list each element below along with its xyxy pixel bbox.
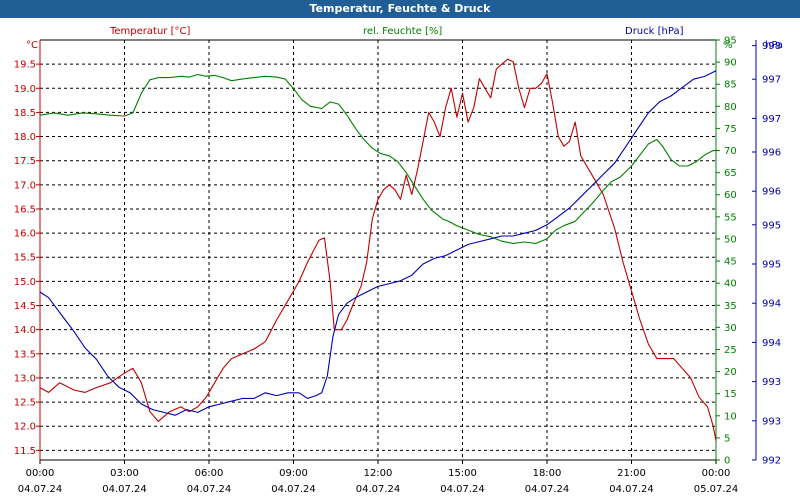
- temperature-tick-label: 17.0: [14, 180, 36, 191]
- x-tick-time: 06:00: [195, 468, 224, 479]
- humidity-tick-label: 15: [724, 389, 737, 400]
- humidity-tick-label: 10: [724, 411, 737, 422]
- pressure-tick-label: 997: [762, 75, 781, 86]
- humidity-line: [39, 73, 716, 244]
- humidity-tick-label: 55: [724, 212, 737, 223]
- temperature-tick-label: 15.5: [14, 253, 36, 264]
- axes: 11.5 12.0 12.5 13.0 13.5 14.0 14.5 15.0 15.5 16.0…: [14, 36, 781, 496]
- temperature-line: [39, 58, 717, 441]
- temperature-tick-label: 17.5: [14, 156, 36, 167]
- chart-background: [0, 18, 800, 500]
- pressure-tick-label: 997: [762, 114, 781, 125]
- pressure-tick-label: 995: [762, 260, 781, 271]
- chart-title: Temperatur, Feuchte & Druck: [0, 0, 800, 18]
- humidity-tick-label: 65: [724, 168, 737, 179]
- temperature-tick-label: 18.5: [14, 108, 36, 119]
- humidity-tick-label: 0: [724, 456, 730, 467]
- x-tick-date: 04.07.24: [609, 484, 654, 495]
- temperature-tick-label: 13.5: [14, 349, 36, 360]
- humidity-tick-label: 45: [724, 257, 737, 268]
- temperature-tick-label: 12.5: [14, 398, 36, 409]
- x-tick-date: 05.07.24: [694, 484, 739, 495]
- temperature-tick-label: 11.5: [14, 446, 36, 457]
- x-tick-time: 21:00: [617, 468, 646, 479]
- humidity-tick-label: 5: [724, 433, 730, 444]
- pressure-tick-label: 994: [762, 338, 781, 349]
- x-tick-time: 18:00: [533, 468, 562, 479]
- pressure-tick-label: 994: [762, 299, 781, 310]
- x-tick-date: 04.07.24: [271, 484, 316, 495]
- humidity-tick-label: 95: [724, 36, 737, 47]
- axis-unit-humidity: %: [723, 40, 733, 51]
- x-tick-time: 03:00: [110, 468, 139, 479]
- pressure-tick-label: 996: [762, 187, 781, 198]
- pressure-tick-label: 992: [762, 456, 781, 467]
- temperature-tick-label: 15.0: [14, 277, 36, 288]
- humidity-tick-label: 20: [724, 367, 737, 378]
- x-tick-date: 04.07.24: [525, 484, 570, 495]
- humidity-tick-label: 70: [724, 146, 737, 157]
- pressure-tick-label: 993: [762, 377, 781, 388]
- x-tick-date: 04.07.24: [18, 484, 63, 495]
- temperature-tick-label: 19.5: [14, 60, 36, 71]
- temperature-tick-label: 14.5: [14, 301, 36, 312]
- pressure-tick-label: 993: [762, 416, 781, 427]
- humidity-tick-label: 25: [724, 345, 737, 356]
- x-tick-time: 09:00: [279, 468, 308, 479]
- x-tick-time: 12:00: [364, 468, 393, 479]
- legend-pressure: Druck [hPa]: [625, 26, 684, 37]
- temperature-tick-label: 18.0: [14, 132, 36, 143]
- pressure-line: [39, 70, 717, 416]
- x-tick-date: 04.07.24: [440, 484, 485, 495]
- x-tick-date: 04.07.24: [356, 484, 401, 495]
- legend-humidity: rel. Feuchte [%]: [363, 26, 442, 37]
- humidity-tick-label: 35: [724, 301, 737, 312]
- temperature-tick-label: 14.0: [14, 325, 36, 336]
- axis-unit-temperature: °C: [26, 40, 38, 51]
- x-tick-time: 15:00: [448, 468, 477, 479]
- humidity-tick-label: 40: [724, 279, 737, 290]
- humidity-tick-label: 60: [724, 190, 737, 201]
- pressure-tick-label: 995: [762, 220, 781, 231]
- humidity-tick-label: 80: [724, 102, 737, 113]
- temperature-tick-label: 12.0: [14, 422, 36, 433]
- pressure-tick-label: 996: [762, 148, 781, 159]
- legend-temperature: Temperatur [°C]: [109, 26, 190, 37]
- x-tick-time: 00:00: [702, 468, 731, 479]
- temperature-tick-label: 13.0: [14, 373, 36, 384]
- x-tick-date: 04.07.24: [187, 484, 232, 495]
- temperature-tick-label: 19.0: [14, 84, 36, 95]
- series-lines: [39, 58, 717, 441]
- axis-unit-pressure: hPa: [765, 40, 783, 51]
- humidity-tick-label: 75: [724, 124, 737, 135]
- temperature-tick-label: 16.0: [14, 229, 36, 240]
- x-tick-date: 04.07.24: [102, 484, 147, 495]
- x-tick-time: 00:00: [26, 468, 55, 479]
- humidity-tick-label: 90: [724, 58, 737, 69]
- humidity-tick-label: 50: [724, 234, 737, 245]
- humidity-tick-label: 30: [724, 323, 737, 334]
- temperature-tick-label: 16.5: [14, 204, 36, 215]
- humidity-tick-label: 85: [724, 80, 737, 91]
- pressure-tick-label: 998: [762, 41, 781, 52]
